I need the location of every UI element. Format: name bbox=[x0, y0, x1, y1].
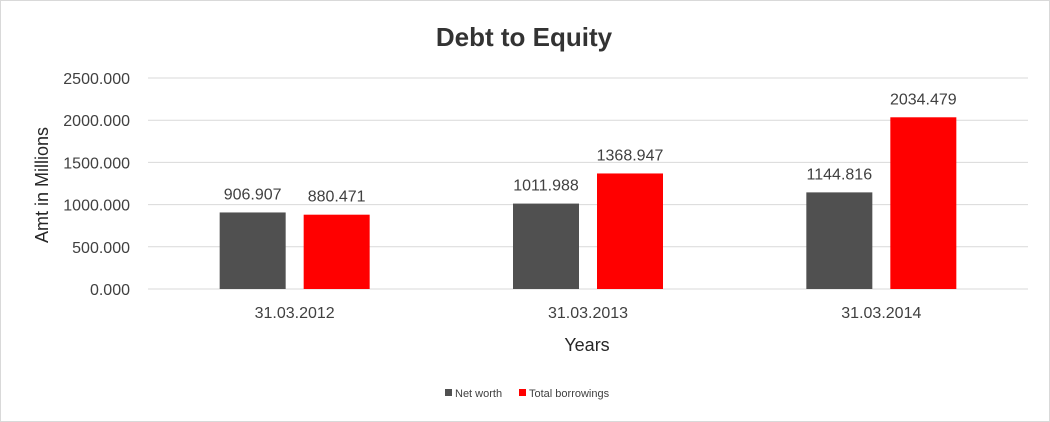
gridlines bbox=[148, 77, 1028, 290]
bar-total-borrowings bbox=[597, 173, 663, 289]
bar-total-borrowings bbox=[890, 117, 957, 289]
legend-label: Net worth bbox=[455, 388, 502, 400]
x-axis-ticks: 31.03.2012 31.03.2013 31.03.2014 bbox=[255, 305, 922, 322]
legend-label: Total borrowings bbox=[529, 388, 610, 400]
bar-net-worth bbox=[806, 192, 873, 289]
y-axis-ticks: 0.000 500.000 1000.000 1500.000 2000.000 2500… bbox=[63, 71, 130, 299]
bar-net-worth bbox=[513, 203, 579, 289]
data-labels: 906.907 880.471 1011.988 1368.947 1144.816 20… bbox=[224, 91, 957, 205]
y-tick-label: 1000.000 bbox=[63, 198, 130, 215]
legend: Net worth Total borrowings bbox=[445, 388, 610, 400]
y-tick-label: 1500.000 bbox=[63, 155, 130, 172]
x-tick-label: 31.03.2012 bbox=[255, 305, 335, 322]
bar-net-worth bbox=[219, 212, 286, 289]
x-tick-label: 31.03.2014 bbox=[841, 305, 921, 322]
x-tick-label: 31.03.2013 bbox=[548, 305, 628, 322]
data-label: 1011.988 bbox=[513, 178, 579, 195]
x-axis-title: Years bbox=[564, 335, 609, 355]
data-label: 1368.947 bbox=[597, 147, 664, 164]
data-label: 1144.816 bbox=[807, 166, 873, 183]
data-label: 2034.479 bbox=[890, 91, 957, 108]
data-label: 906.907 bbox=[224, 186, 282, 203]
y-tick-label: 2500.000 bbox=[63, 71, 130, 88]
y-axis-title: Amt in Millions bbox=[32, 127, 52, 243]
data-label: 880.471 bbox=[308, 189, 366, 206]
chart-title: Debt to Equity bbox=[436, 22, 613, 52]
y-tick-label: 500.000 bbox=[72, 240, 130, 257]
y-tick-label: 2000.000 bbox=[63, 113, 130, 130]
legend-swatch bbox=[519, 389, 526, 396]
y-tick-label: 0.000 bbox=[90, 282, 130, 299]
bar-total-borrowings bbox=[303, 214, 370, 289]
legend-swatch bbox=[445, 389, 452, 396]
bars bbox=[219, 117, 957, 289]
